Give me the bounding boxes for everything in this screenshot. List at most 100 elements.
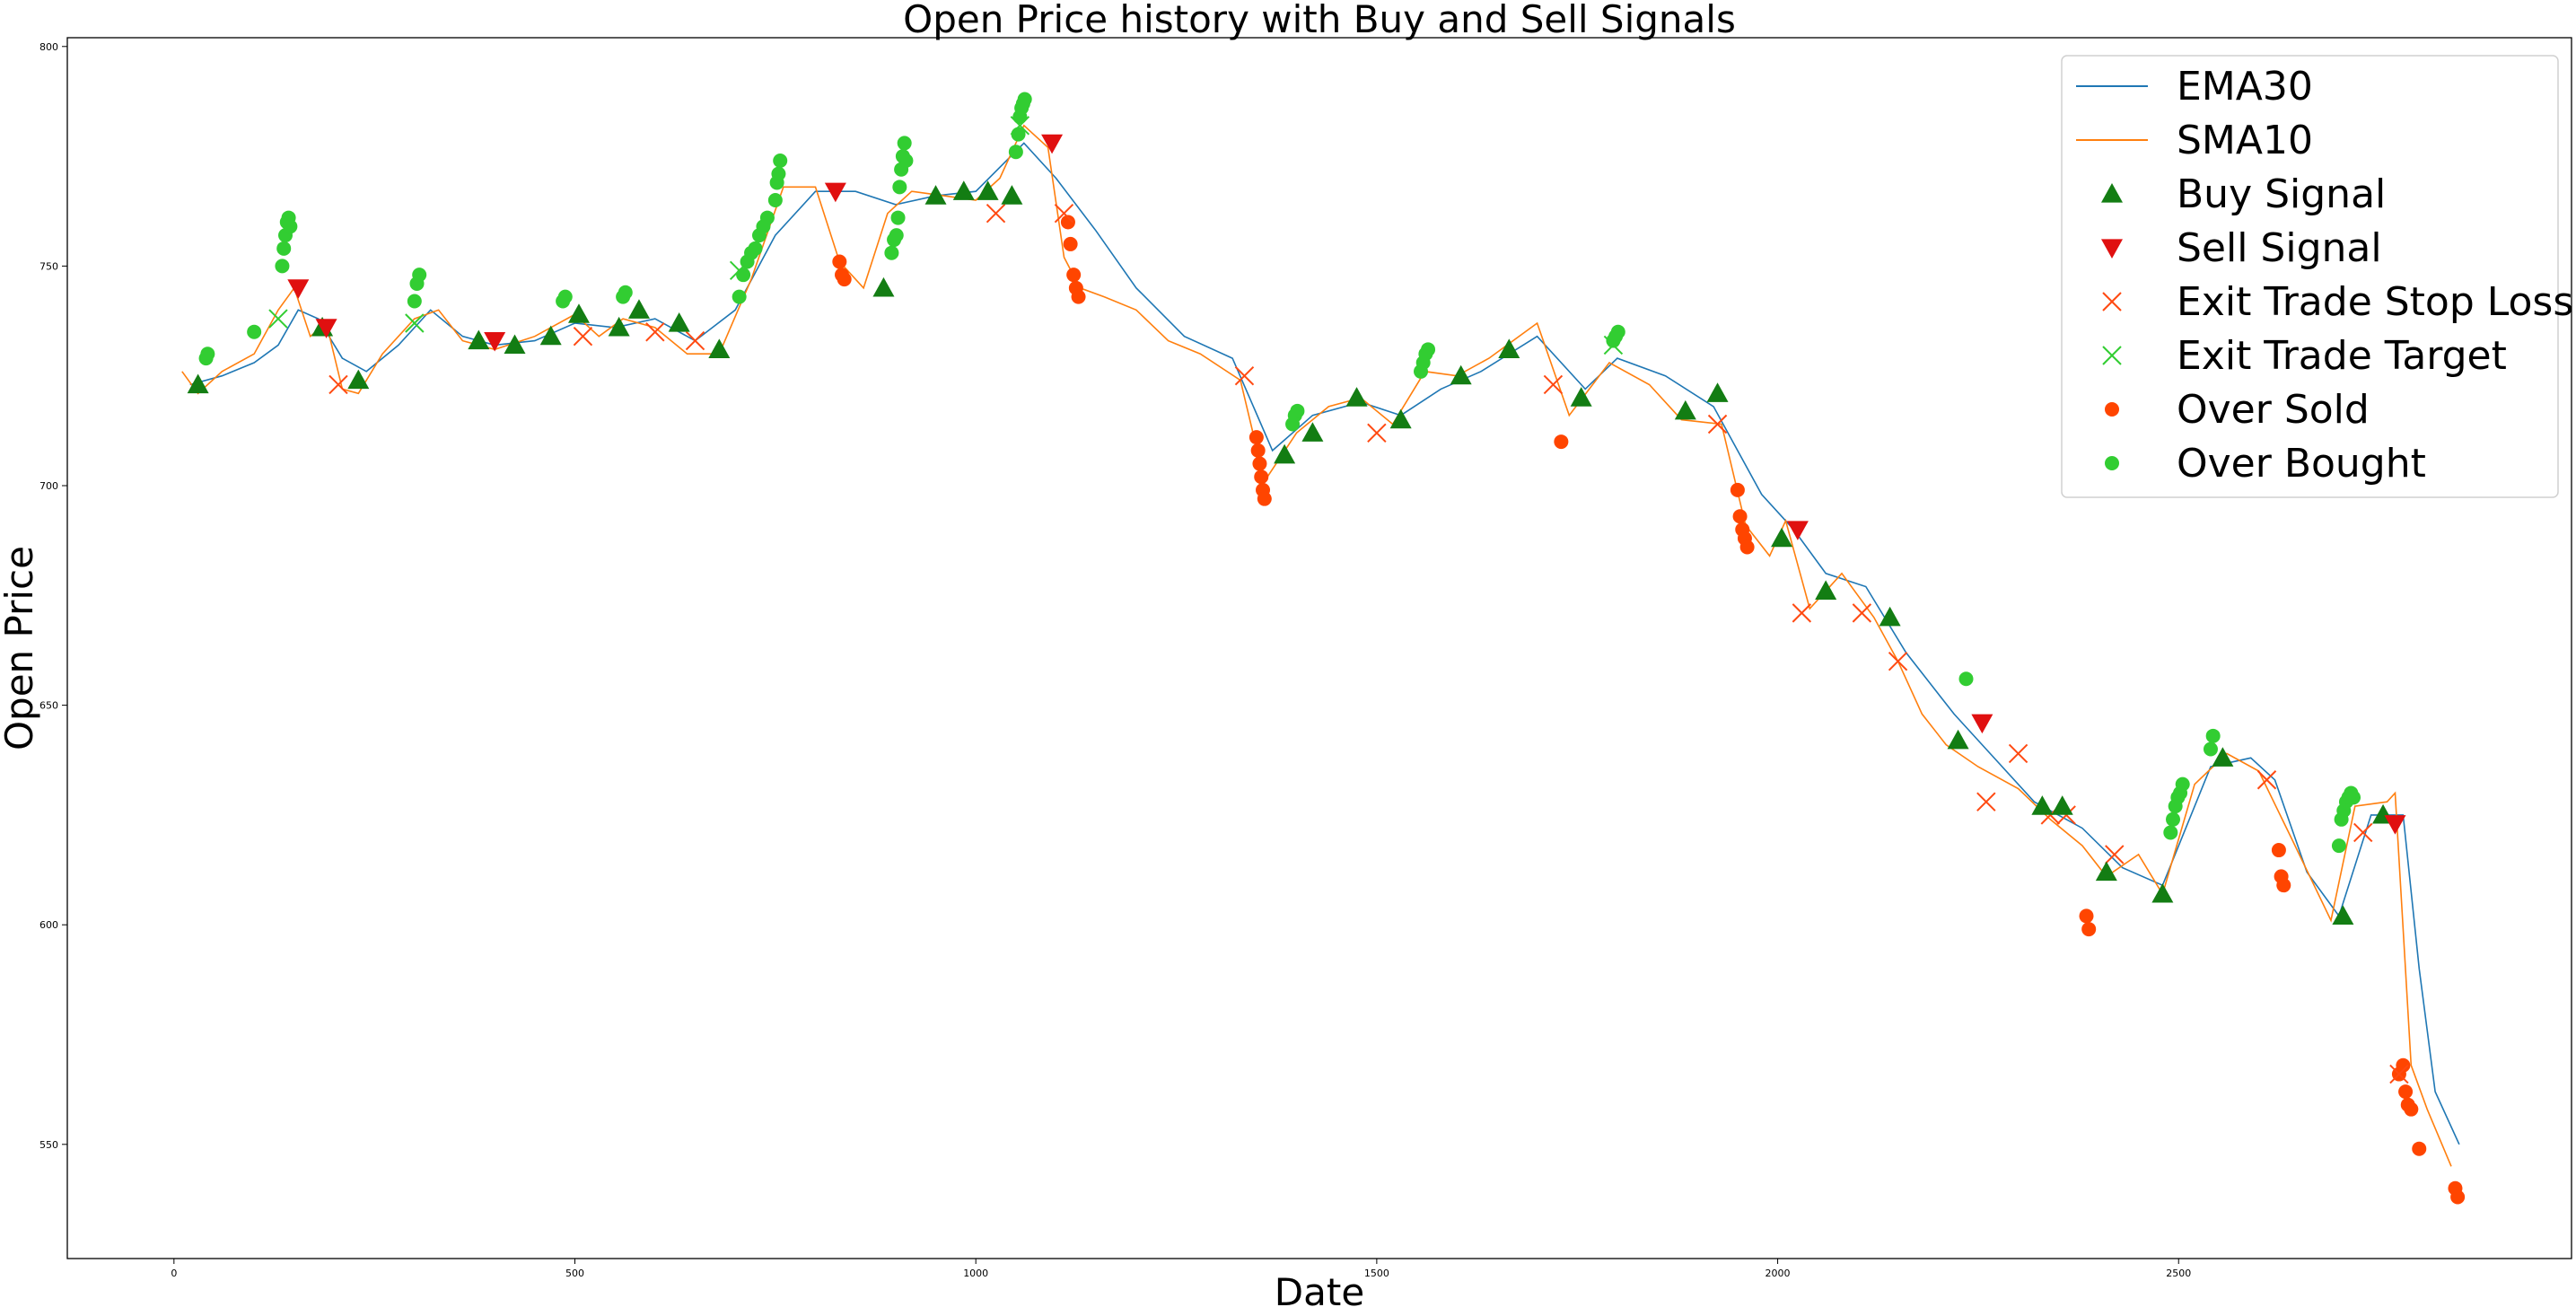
buy-signal-point: [2031, 795, 2054, 815]
sell-signal-point: [484, 331, 506, 352]
over-sold-point: [1257, 491, 1272, 506]
buy-signal-point: [539, 325, 562, 346]
buy-signal-point: [1301, 422, 1324, 442]
exit-trade-stop-loss-point-stroke: [645, 322, 665, 342]
over-bought-point: [2331, 838, 2346, 854]
over-sold-point: [1071, 289, 1086, 304]
buy-signal-point: [567, 303, 590, 323]
exit-trade-stop-loss-point: [645, 322, 665, 342]
over-bought-point: [732, 289, 747, 304]
over-sold-point: [837, 272, 852, 287]
legend-entry-sell-signal: Sell Signal: [2101, 225, 2382, 271]
buy-signal-point: [1947, 729, 1969, 750]
exit-trade-stop-loss-point-stroke: [1543, 374, 1564, 395]
legend-swatch: [2101, 239, 2123, 259]
legend-entry-exit-trade-target: Exit Trade Target: [2102, 333, 2507, 379]
legend-entry-buy-signal: Buy Signal: [2101, 171, 2386, 217]
exit-trade-target-point-stroke: [268, 309, 288, 329]
legend-swatch: [2102, 346, 2122, 365]
over-sold-point: [2081, 922, 2097, 937]
buy-signal-markers: [187, 180, 2395, 926]
buy-signal-point: [187, 373, 209, 394]
exit-trade-stop-loss-point-stroke: [2008, 743, 2028, 764]
over-sold-point: [1732, 509, 1748, 524]
exit-trade-stop-loss-point: [685, 330, 705, 351]
exit-trade-stop-loss-point: [2256, 770, 2277, 790]
legend-label: Sell Signal: [2177, 225, 2382, 271]
exit-trade-target-markers: [268, 116, 1624, 355]
legend: EMA30 SMA10 Buy Signal Sell Signal Exit Trad…: [2061, 55, 2573, 498]
exit-trade-stop-loss-point: [1792, 603, 1812, 623]
exit-trade-stop-loss-point-stroke: [1054, 203, 1074, 224]
exit-trade-stop-loss-point-stroke: [2256, 770, 2277, 790]
buy-signal-point: [1815, 580, 1837, 601]
over-sold-point: [1554, 434, 1569, 450]
buy-signal-point: [2212, 747, 2234, 767]
x-tick-label: 500: [565, 1268, 584, 1279]
buy-signal-point: [1389, 408, 1412, 429]
sell-signal-point: [315, 319, 337, 338]
exit-trade-stop-loss-point-stroke: [2056, 805, 2076, 825]
y-tick-label: 550: [39, 1139, 58, 1151]
buy-signal-point: [977, 180, 999, 200]
over-bought-point: [1017, 92, 1032, 107]
y-tick-label: 650: [39, 700, 58, 712]
over-bought-point: [407, 294, 422, 309]
exit-trade-stop-loss-point: [2353, 822, 2373, 843]
exit-trade-stop-loss-point-stroke: [1707, 414, 1728, 434]
over-sold-point: [2276, 878, 2291, 893]
chart-title: Open Price history with Buy and Sell Sig…: [903, 0, 1736, 41]
over-bought-point: [1290, 403, 1305, 418]
x-tick-label: 0: [171, 1268, 177, 1279]
legend-entry-over-bought: Over Bought: [2105, 441, 2426, 487]
buy-signal-point: [1570, 387, 1592, 407]
exit-trade-target-point: [405, 313, 425, 333]
legend-box: [2061, 55, 2559, 498]
exit-trade-stop-loss-point-stroke: [1792, 603, 1812, 623]
over-bought-point: [2163, 825, 2178, 840]
y-tick-label: 600: [39, 919, 58, 931]
over-bought-point: [276, 241, 292, 256]
exit-trade-stop-loss-point: [329, 374, 348, 395]
buy-signal-point: [952, 180, 975, 200]
legend-swatch: [2105, 402, 2119, 417]
exit-trade-target-point-stroke: [405, 313, 425, 333]
over-bought-point: [2346, 790, 2361, 805]
over-bought-point: [892, 180, 907, 195]
x-tick-label: 2000: [1766, 1268, 1791, 1279]
buy-signal-point: [924, 185, 947, 205]
buy-signal-point: [1498, 338, 1520, 358]
over-bought-point: [2165, 812, 2180, 827]
exit-trade-stop-loss-point-stroke: [1234, 365, 1255, 386]
plot-frame: [66, 37, 2572, 1259]
exit-trade-stop-loss-point-stroke: [1976, 792, 1996, 812]
exit-trade-stop-loss-point-stroke: [329, 374, 348, 395]
buy-signal-point: [872, 276, 895, 297]
buy-signal-point: [1674, 399, 1696, 420]
over-sold-point: [1249, 430, 1264, 445]
buy-signal-point: [1001, 185, 1023, 205]
x-axis-label: Date: [1275, 1270, 1364, 1314]
y-tick-label: 800: [39, 41, 58, 53]
over-sold-point: [2412, 1141, 2427, 1156]
exit-trade-stop-loss-point-stroke: [573, 326, 593, 347]
over-bought-point: [884, 245, 899, 260]
over-bought-point: [2175, 776, 2190, 792]
over-bought-point: [557, 289, 573, 304]
y-tick-label: 750: [39, 260, 58, 272]
buy-signal-point: [627, 299, 650, 319]
buy-signal-point: [347, 369, 370, 390]
buy-signal-point: [2095, 861, 2117, 882]
exit-trade-stop-loss-point-stroke: [1367, 423, 1387, 443]
legend-entry-exit-trade-stop-loss: Exit Trade Stop Loss: [2102, 279, 2573, 325]
legend-label: EMA30: [2177, 64, 2313, 110]
exit-trade-stop-loss-point: [573, 326, 593, 347]
over-bought-point: [897, 136, 912, 151]
legend-entry-sma10: SMA10: [2076, 118, 2313, 163]
buy-signal-point: [1706, 382, 1729, 402]
legend-label: Buy Signal: [2177, 171, 2386, 217]
buy-signal-point: [1274, 443, 1296, 464]
sell-signal-point: [824, 182, 846, 203]
series-markers: [187, 92, 2466, 1205]
over-bought-point: [889, 228, 904, 243]
